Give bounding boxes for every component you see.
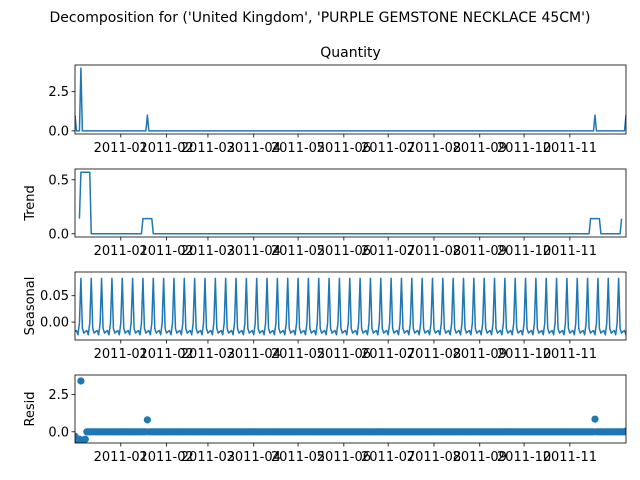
y-tick-label: 0.05: [40, 289, 69, 304]
x-tick-label: 2011-11: [543, 141, 597, 156]
x-tick-label: 2011-10: [497, 244, 551, 259]
x-tick-label: 2011-01: [94, 347, 148, 362]
x-tick-label: 2011-07: [361, 347, 415, 362]
y-tick-label: 0.00: [40, 316, 69, 331]
plot-area: [75, 277, 626, 336]
x-tick-label: 2011-08: [407, 244, 461, 259]
x-tick-label: 2011-10: [497, 141, 551, 156]
x-tick-label: 2011-06: [317, 347, 371, 362]
x-tick-label: 2011-06: [317, 141, 371, 156]
x-tick-label: 2011-01: [94, 141, 148, 156]
x-tick-label: 2011-08: [407, 141, 461, 156]
x-tick-label: 2011-07: [361, 450, 415, 465]
seasonal-line: [75, 277, 626, 336]
plot-area: [75, 67, 626, 132]
axes-frame: [74, 64, 627, 135]
subplot-title: Quantity: [320, 45, 381, 61]
resid-point: [77, 377, 85, 385]
x-tick-label: 2011-10: [497, 347, 551, 362]
axes-frame: [74, 271, 627, 341]
x-tick-label: 2011-04: [227, 244, 281, 259]
series-line-1: [78, 171, 623, 235]
x-tick-label: 2011-08: [407, 450, 461, 465]
x-tick-label: 2011-05: [271, 450, 325, 465]
y-tick-label: 0.0: [48, 425, 69, 440]
x-tick-label: 2011-01: [94, 244, 148, 259]
series-line-1: [75, 67, 626, 132]
x-tick-label: 2011-03: [181, 450, 235, 465]
x-tick-label: 2011-03: [181, 141, 235, 156]
x-tick-label: 2011-02: [139, 450, 193, 465]
x-tick-label: 2011-08: [407, 347, 461, 362]
x-tick-label: 2011-05: [271, 347, 325, 362]
x-tick-label: 2011-09: [453, 450, 507, 465]
axes-frame: [74, 374, 627, 444]
x-tick-label: 2011-05: [271, 244, 325, 259]
x-tick-label: 2011-11: [543, 347, 597, 362]
subplot-panels: 0.02.52011-012011-022011-032011-042011-0…: [23, 45, 627, 465]
x-tick-label: 2011-04: [227, 347, 281, 362]
figure-suptitle: Decomposition for ('United Kingdom', 'PU…: [50, 10, 591, 26]
plot-area: [75, 377, 626, 443]
axes-frame: [74, 168, 627, 238]
x-tick-label: 2011-11: [543, 450, 597, 465]
resid-point: [622, 427, 626, 435]
y-tick-label: 2.5: [48, 388, 69, 403]
subplot-3: 0.000.052011-012011-022011-032011-042011…: [23, 271, 627, 362]
x-tick-label: 2011-07: [361, 141, 415, 156]
x-tick-label: 2011-02: [139, 141, 193, 156]
x-tick-label: 2011-04: [227, 450, 281, 465]
x-tick-label: 2011-02: [139, 347, 193, 362]
x-tick-label: 2011-05: [271, 141, 325, 156]
subplot-2: 0.00.52011-012011-022011-032011-042011-0…: [23, 168, 627, 259]
x-tick-label: 2011-10: [497, 450, 551, 465]
y-axis-label: Resid: [23, 391, 38, 426]
x-tick-label: 2011-11: [543, 244, 597, 259]
y-tick-label: 0.0: [48, 227, 69, 242]
x-tick-label: 2011-06: [317, 244, 371, 259]
plot-area: [78, 171, 623, 235]
y-tick-label: 2.5: [48, 85, 69, 100]
x-tick-label: 2011-06: [317, 450, 371, 465]
y-tick-label: 0.5: [48, 173, 69, 188]
x-tick-label: 2011-09: [453, 141, 507, 156]
subplot-4: 0.02.52011-012011-022011-032011-042011-0…: [23, 374, 627, 465]
x-tick-label: 2011-03: [181, 244, 235, 259]
x-tick-label: 2011-04: [227, 141, 281, 156]
y-axis-label: Seasonal: [23, 277, 38, 336]
x-tick-label: 2011-09: [453, 244, 507, 259]
subplot-1: 0.02.52011-012011-022011-032011-042011-0…: [48, 45, 627, 156]
resid-point: [81, 435, 89, 443]
x-tick-label: 2011-07: [361, 244, 415, 259]
y-axis-label: Trend: [23, 185, 38, 222]
x-tick-label: 2011-01: [94, 450, 148, 465]
x-tick-label: 2011-09: [453, 347, 507, 362]
resid-point: [591, 415, 599, 423]
x-tick-label: 2011-03: [181, 347, 235, 362]
x-tick-label: 2011-02: [139, 244, 193, 259]
resid-point: [143, 416, 151, 424]
y-tick-label: 0.0: [48, 124, 69, 139]
